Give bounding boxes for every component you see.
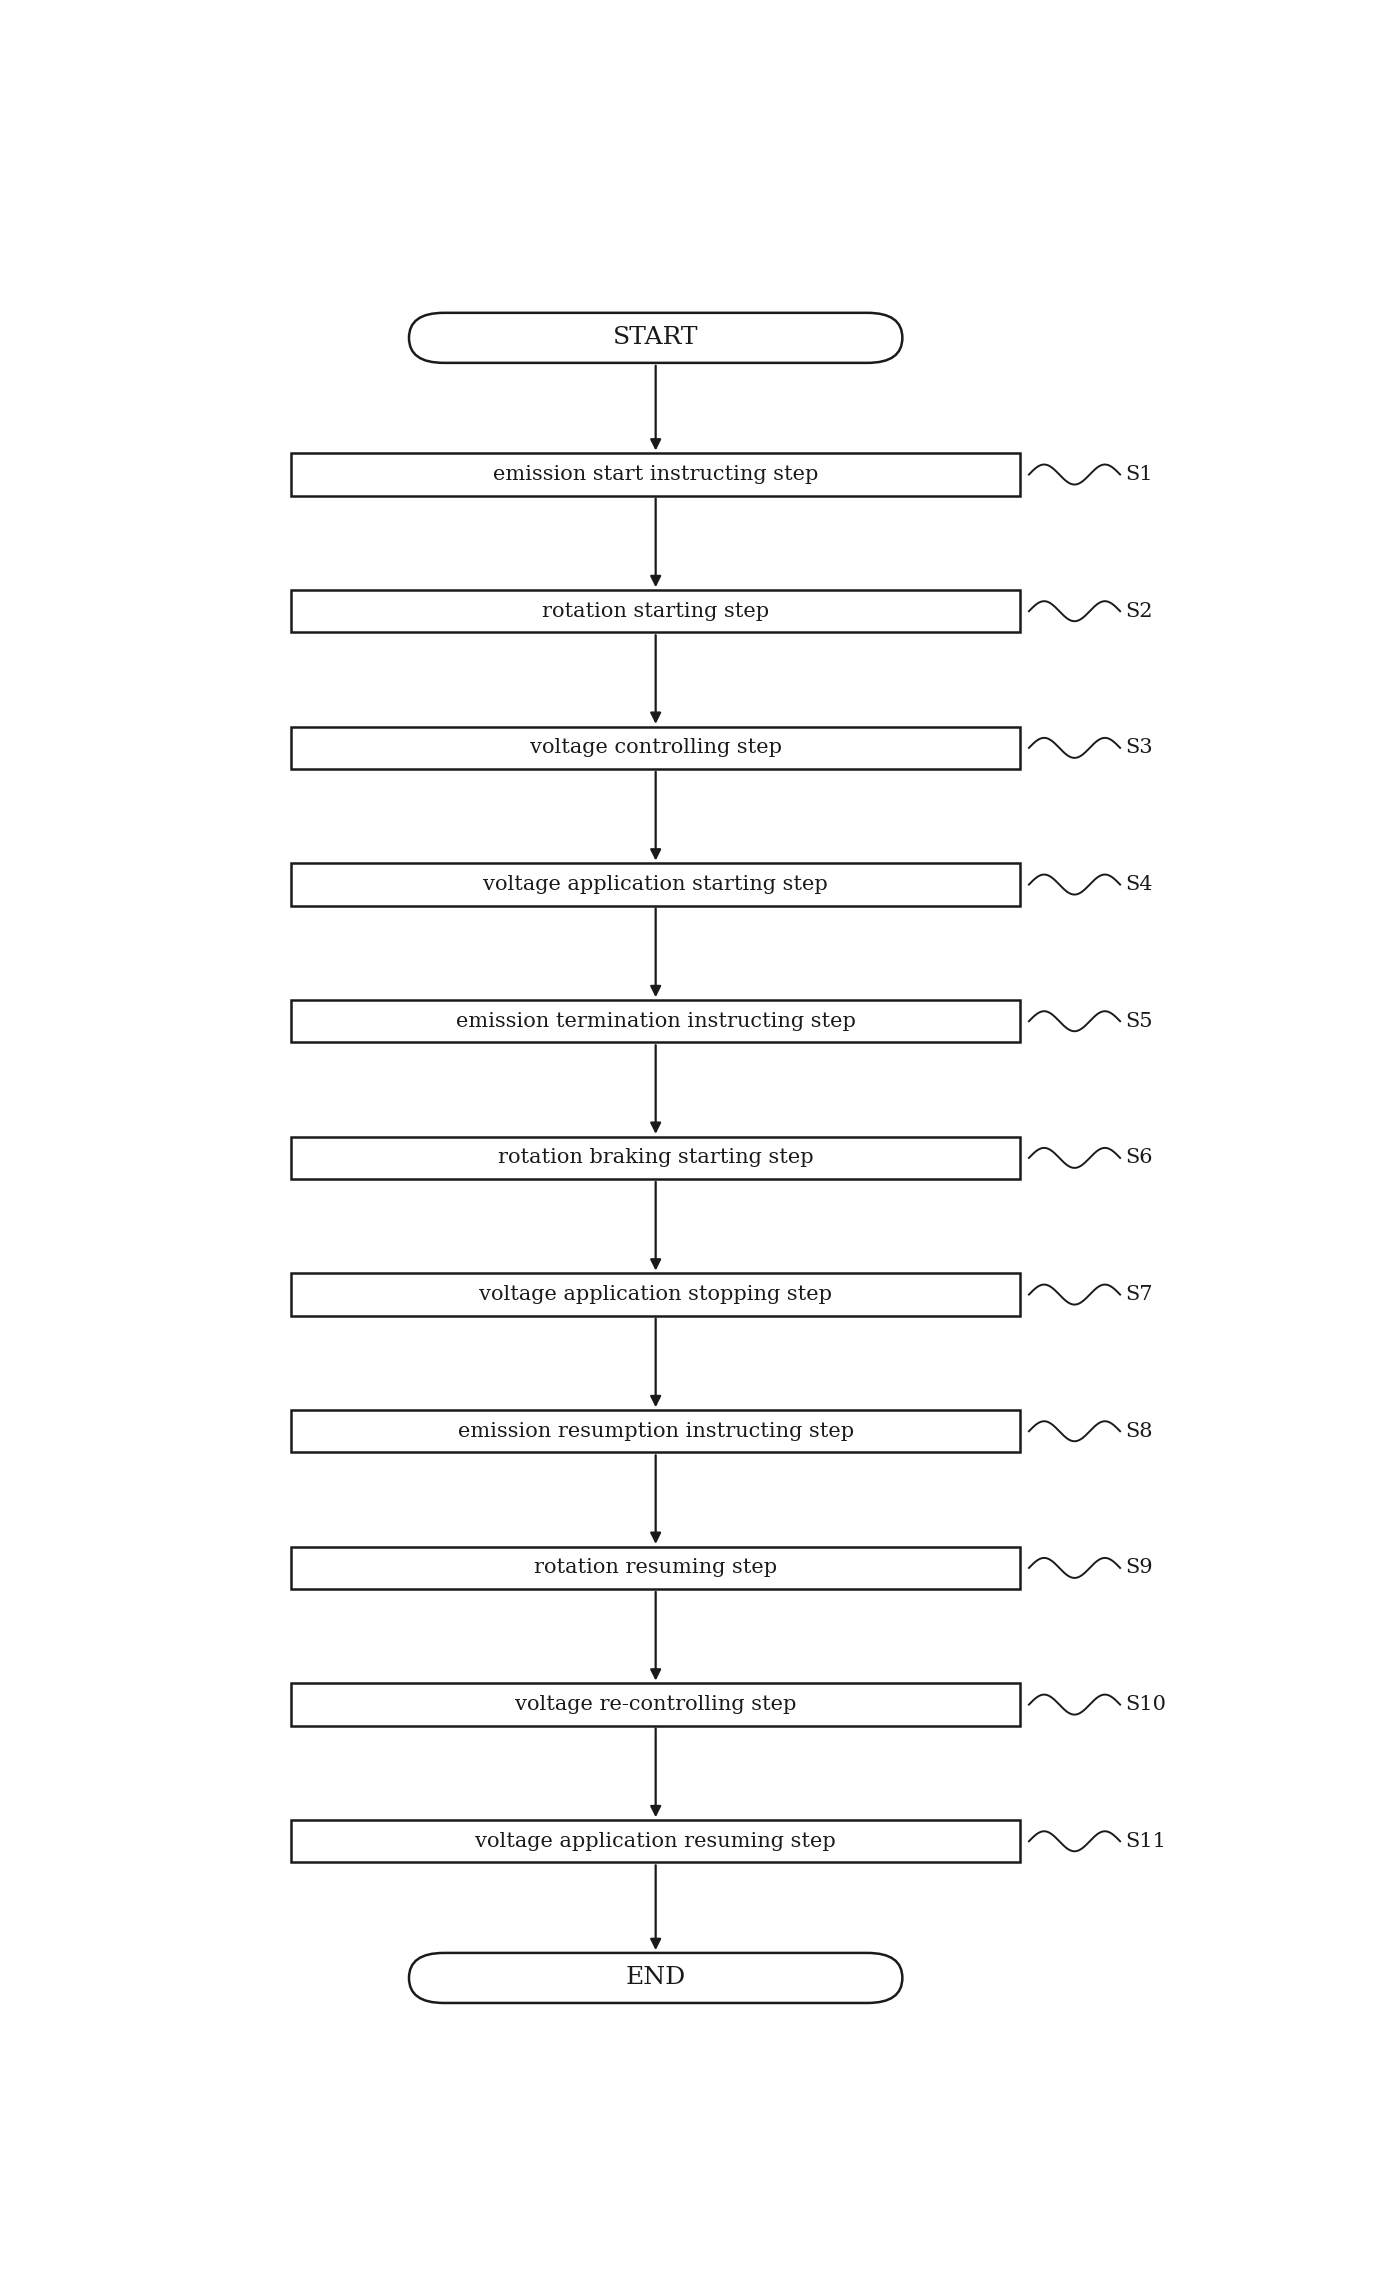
Text: voltage application stopping step: voltage application stopping step	[479, 1285, 832, 1303]
Text: S8: S8	[1125, 1421, 1153, 1441]
Text: voltage application resuming step: voltage application resuming step	[475, 1832, 836, 1850]
Text: voltage re-controlling step: voltage re-controlling step	[515, 1696, 796, 1714]
FancyBboxPatch shape	[291, 454, 1020, 495]
FancyBboxPatch shape	[291, 1546, 1020, 1589]
FancyBboxPatch shape	[291, 1684, 1020, 1725]
FancyBboxPatch shape	[410, 1952, 902, 2002]
Text: rotation braking starting step: rotation braking starting step	[498, 1149, 814, 1167]
Text: S6: S6	[1125, 1149, 1153, 1167]
Text: S10: S10	[1125, 1696, 1167, 1714]
Text: emission start instructing step: emission start instructing step	[493, 465, 818, 484]
FancyBboxPatch shape	[291, 1137, 1020, 1178]
Text: emission resumption instructing step: emission resumption instructing step	[458, 1421, 854, 1441]
Text: END: END	[626, 1966, 686, 1989]
Text: S4: S4	[1125, 874, 1153, 894]
Text: rotation starting step: rotation starting step	[543, 602, 770, 620]
FancyBboxPatch shape	[291, 1273, 1020, 1317]
Text: S3: S3	[1125, 738, 1153, 758]
Text: S11: S11	[1125, 1832, 1167, 1850]
Text: S5: S5	[1125, 1012, 1153, 1031]
Text: rotation resuming step: rotation resuming step	[534, 1559, 778, 1578]
Text: S1: S1	[1125, 465, 1153, 484]
Text: emission termination instructing step: emission termination instructing step	[455, 1012, 855, 1031]
FancyBboxPatch shape	[291, 590, 1020, 633]
FancyBboxPatch shape	[291, 1001, 1020, 1042]
Text: S2: S2	[1125, 602, 1153, 620]
Text: voltage application starting step: voltage application starting step	[483, 874, 828, 894]
Text: S9: S9	[1125, 1559, 1153, 1578]
Text: voltage controlling step: voltage controlling step	[530, 738, 782, 758]
Text: START: START	[613, 327, 699, 350]
FancyBboxPatch shape	[291, 863, 1020, 906]
Text: S7: S7	[1125, 1285, 1153, 1303]
FancyBboxPatch shape	[410, 313, 902, 363]
FancyBboxPatch shape	[291, 1821, 1020, 1861]
FancyBboxPatch shape	[291, 1410, 1020, 1453]
FancyBboxPatch shape	[291, 726, 1020, 770]
